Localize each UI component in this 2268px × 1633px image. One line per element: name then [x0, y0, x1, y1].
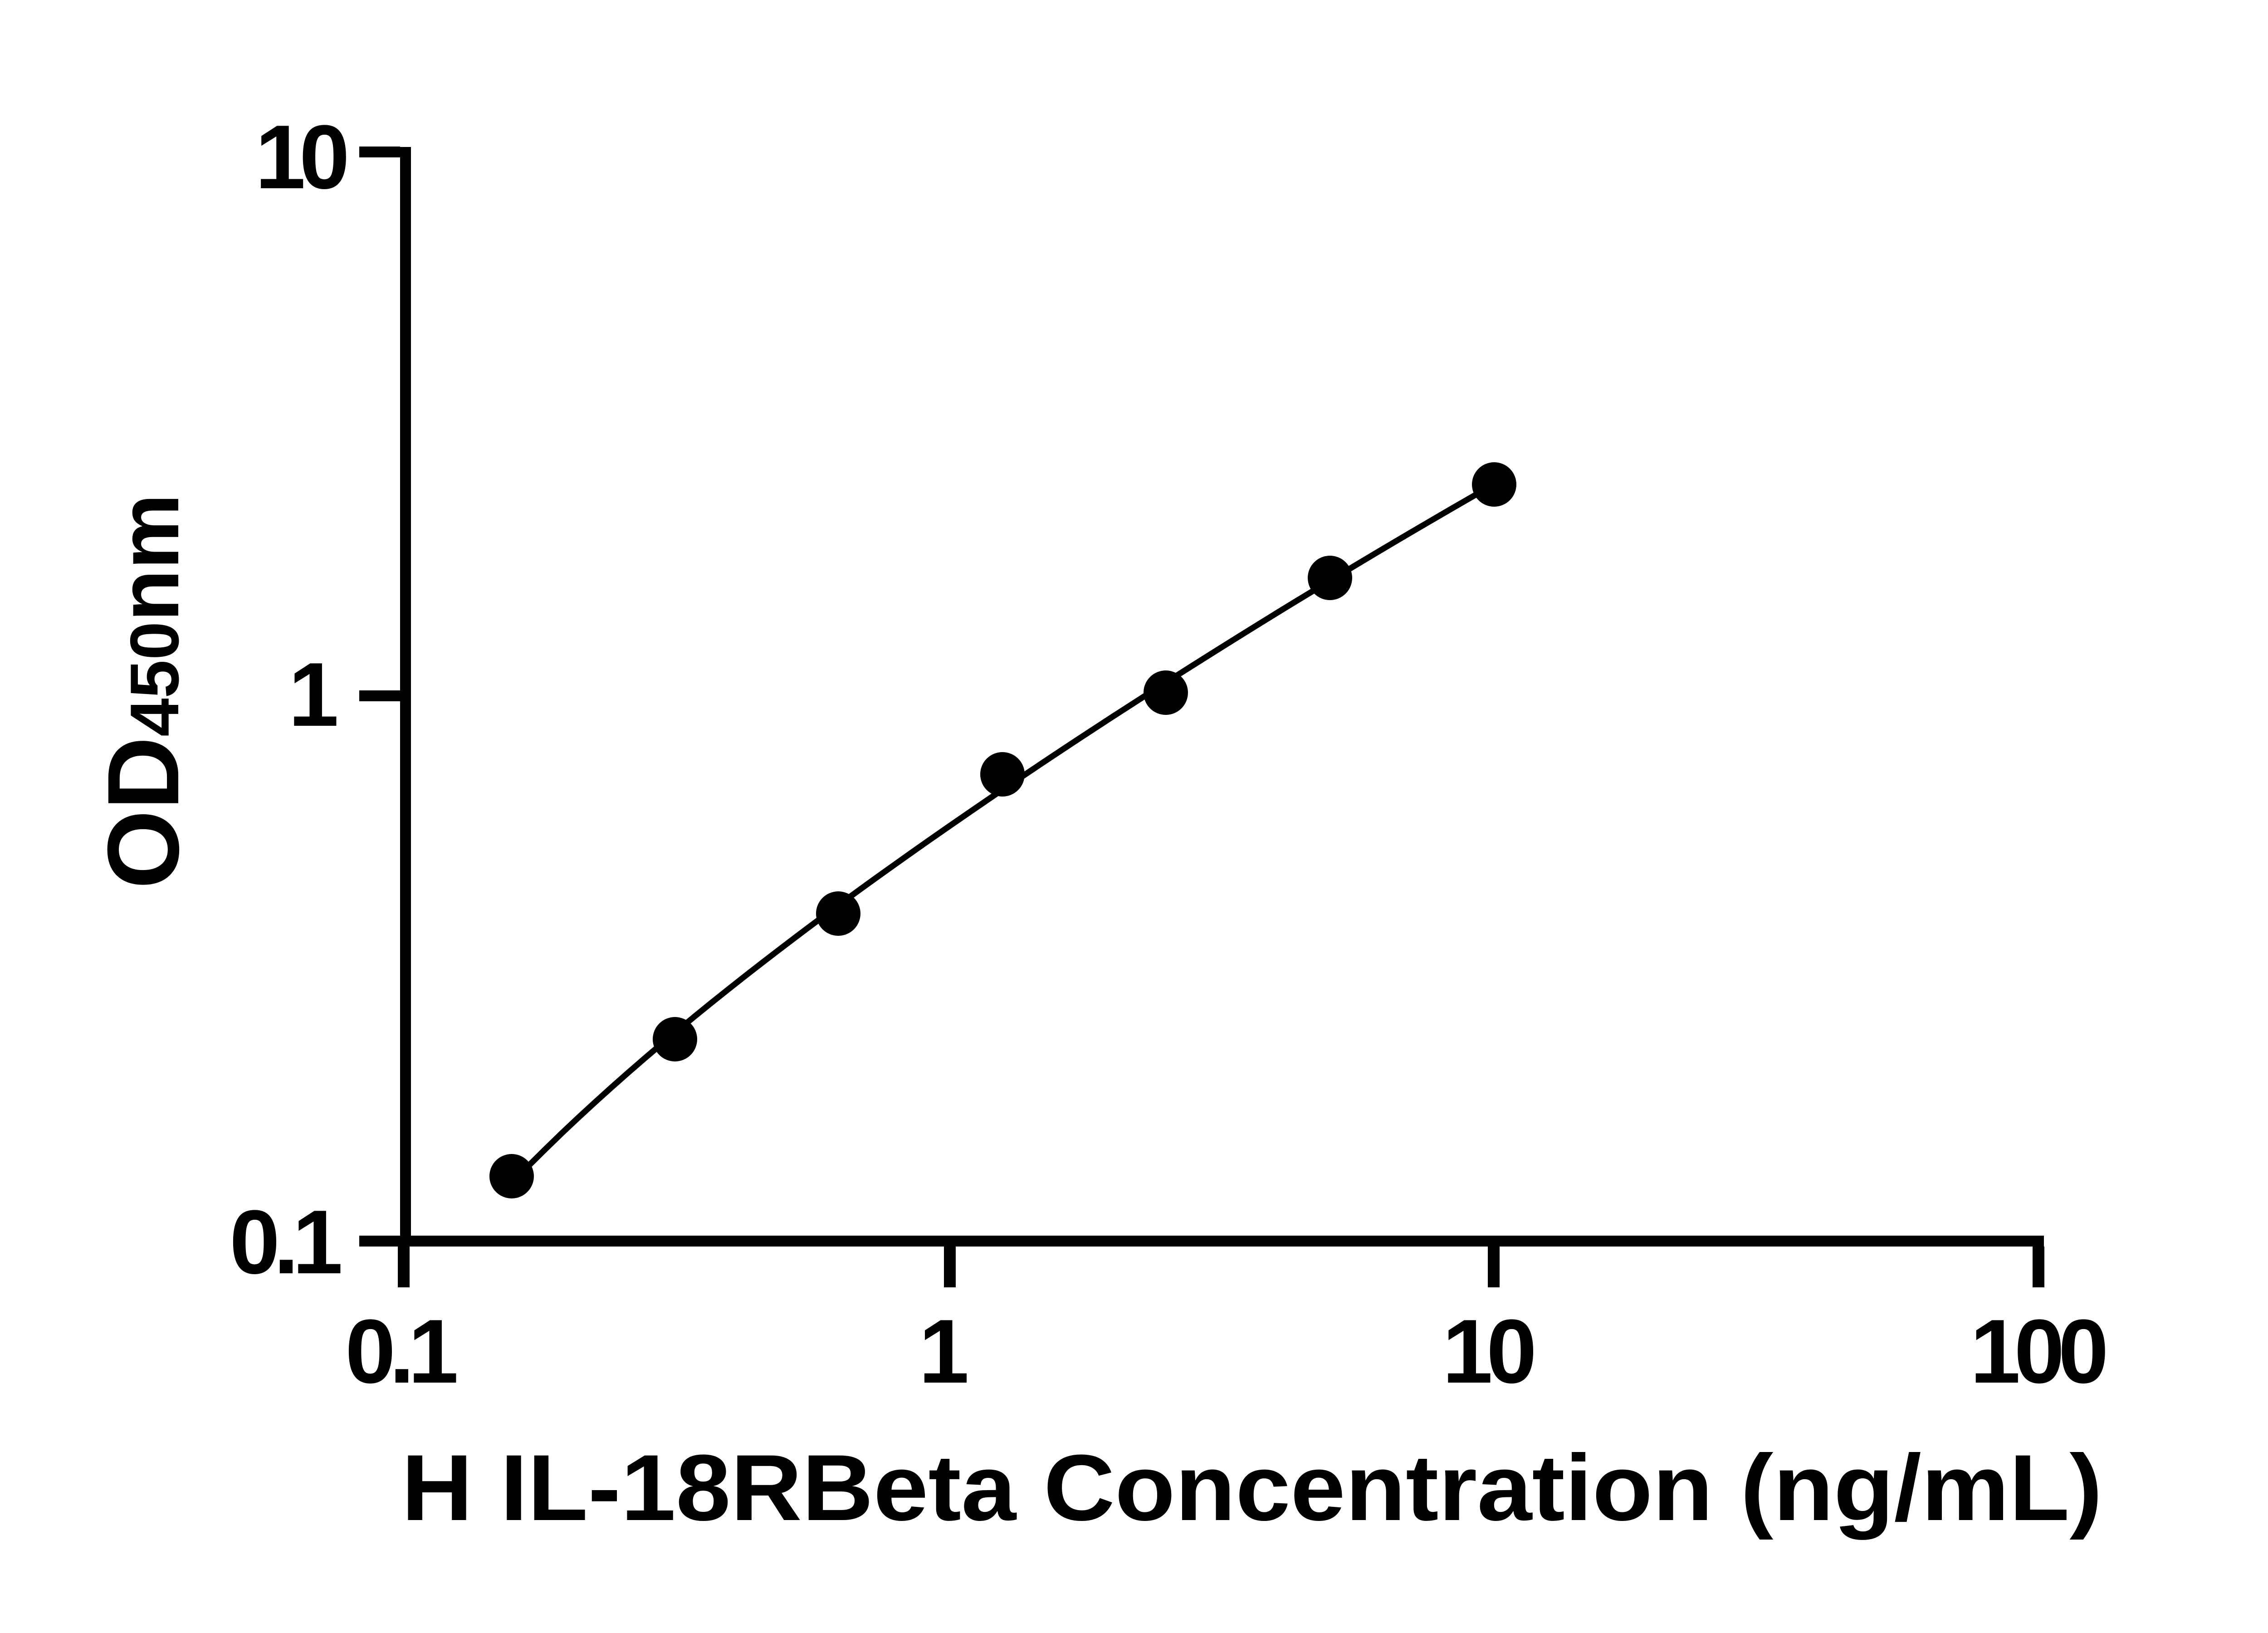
- svg-text:0.1: 0.1: [230, 1192, 341, 1293]
- svg-text:1: 1: [288, 644, 339, 745]
- svg-text:100: 100: [1970, 1301, 2105, 1402]
- svg-text:OD450nm: OD450nm: [87, 494, 200, 889]
- svg-text:0.1: 0.1: [345, 1301, 456, 1402]
- svg-text:10: 10: [255, 107, 347, 208]
- svg-text:H IL-18RBeta Concentration (ng: H IL-18RBeta Concentration (ng/mL): [401, 1435, 2102, 1540]
- svg-text:10: 10: [1442, 1301, 1534, 1402]
- svg-text:1: 1: [919, 1301, 969, 1402]
